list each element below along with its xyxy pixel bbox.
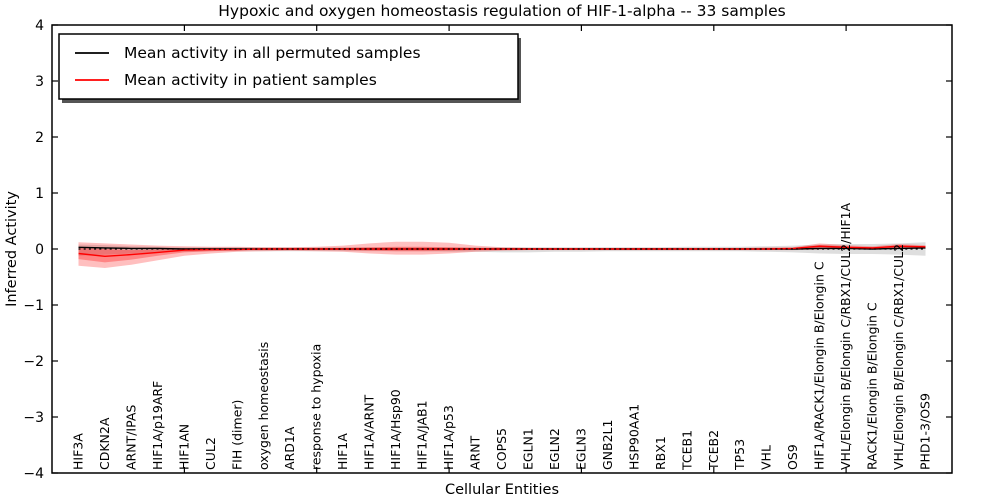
x-category-label: HIF1A/p19ARF: [150, 381, 165, 470]
x-category-label: PHD1-3/OS9: [918, 393, 933, 470]
x-category-label: CUL2: [203, 437, 218, 470]
x-category-label: ARNT: [468, 435, 483, 470]
x-category-label: oxygen homeostasis: [256, 342, 271, 470]
legend-box: [58, 33, 519, 100]
x-category-label: EGLN2: [547, 428, 562, 470]
x-category-label: VHL/Elongin B/Elongin C/RBX1/CUL2: [891, 244, 906, 470]
x-category-label: HIF1A/ARNT: [362, 394, 377, 470]
x-category-label: HSP90AA1: [626, 404, 641, 470]
x-category-label: OS9: [785, 444, 800, 470]
x-category-label: ARNT/IPAS: [123, 405, 138, 470]
x-category-label: HIF1A: [335, 433, 350, 470]
x-category-label: COPS5: [494, 428, 509, 470]
y-tick-label: 2: [35, 130, 44, 146]
x-category-label: HIF1A/JAB1: [415, 400, 430, 470]
x-category-label: GNB2L1: [600, 420, 615, 470]
y-tick-label: −1: [23, 298, 44, 314]
legend-label-permuted: Mean activity in all permuted samples: [124, 44, 421, 62]
x-category-label: EGLN3: [573, 428, 588, 470]
y-tick-label: −2: [23, 354, 44, 370]
chart-title: Hypoxic and oxygen homeostasis regulatio…: [218, 2, 785, 20]
x-category-label: HIF1A/p53: [441, 405, 456, 470]
x-category-label: HIF1A/RACK1/Elongin B/Elongin C: [812, 261, 827, 470]
x-category-label: CDKN2A: [97, 417, 112, 470]
legend-label-patient: Mean activity in patient samples: [124, 71, 377, 89]
x-category-label: response to hypoxia: [309, 344, 324, 470]
y-tick-label: 4: [35, 18, 44, 34]
x-category-label: EGLN1: [521, 428, 536, 470]
x-category-label: VHL/Elongin B/Elongin C/RBX1/CUL2/HIF1A: [838, 202, 853, 470]
y-axis-label: Inferred Activity: [4, 191, 20, 307]
y-tick-label: −3: [23, 410, 44, 426]
x-category-label: VHL: [759, 445, 774, 470]
axis-ticks: [52, 24, 952, 474]
patient-std-outer-band: [78, 241, 926, 268]
y-tick-label: −4: [23, 466, 44, 482]
x-category-label: RBX1: [653, 436, 668, 470]
y-tick-label: 1: [35, 186, 44, 202]
x-category-label: ARD1A: [282, 426, 297, 470]
x-category-label: FIH (dimer): [229, 400, 244, 470]
y-tick-label: 0: [35, 242, 44, 258]
x-axis-label: Cellular Entities: [445, 482, 559, 498]
y-tick-labels: 4 3 2 1 0 −1 −2 −3 −4: [23, 18, 44, 482]
legend: Mean activity in all permuted samples Me…: [58, 33, 521, 103]
x-category-label: TP53: [732, 439, 747, 471]
x-category-label: TCEB2: [706, 430, 721, 471]
x-category-label: HIF3A: [71, 433, 86, 470]
x-category-label: HIF1A/Hsp90: [388, 389, 403, 470]
x-category-labels: HIF3A CDKN2A ARNT/IPAS HIF1A/p19ARF HIF1AN CU…: [71, 202, 933, 471]
y-tick-label: 3: [35, 74, 44, 90]
x-category-label: HIF1AN: [176, 424, 191, 470]
x-category-label: TCEB1: [679, 430, 694, 471]
confidence-bands: [78, 241, 926, 268]
x-category-label: RACK1/Elongin B/Elongin C: [865, 302, 880, 470]
